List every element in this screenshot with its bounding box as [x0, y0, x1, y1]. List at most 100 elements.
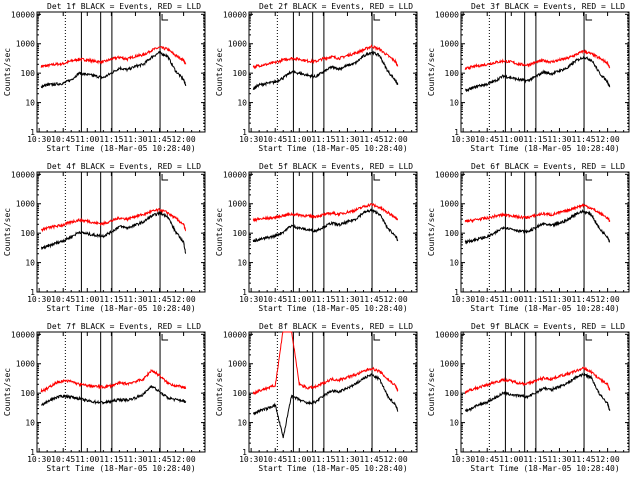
lld-series-line: [252, 331, 399, 396]
x-tick-label: 12:00: [172, 455, 196, 464]
x-tick-label: 10:45: [263, 295, 287, 304]
y-tick-label: 1: [454, 288, 459, 297]
x-tick-label: 11:45: [571, 295, 595, 304]
panel-title: Det 9f BLACK = Events, RED = LLD: [471, 322, 625, 331]
plot-frame: [460, 331, 630, 453]
panel-title: Det 4f BLACK = Events, RED = LLD: [47, 162, 201, 171]
x-tick-label: 10:30: [239, 295, 263, 304]
panel-title: Det 8f BLACK = Events, RED = LLD: [259, 322, 413, 331]
panel-title: Det 2f BLACK = Events, RED = LLD: [259, 2, 413, 11]
y-tick-label: 10: [237, 99, 247, 108]
y-tick-label: 100: [21, 229, 36, 238]
x-axis-label: Start Time (18-Mar-05 10:28:40): [46, 144, 195, 153]
y-tick-label: 10000: [435, 170, 459, 179]
y-tick-label: 1000: [16, 360, 35, 369]
x-tick-label: 11:15: [523, 455, 547, 464]
y-axis-label: Counts/sec: [427, 208, 436, 256]
lld-series-line: [252, 44, 399, 70]
y-tick-label: 10: [449, 259, 459, 268]
x-tick-label: 11:00: [75, 135, 99, 144]
x-tick-label: 11:30: [335, 295, 359, 304]
x-tick-label: 11:30: [335, 455, 359, 464]
y-tick-label: 1: [242, 288, 247, 297]
x-tick-label: 11:30: [123, 455, 147, 464]
x-tick-label: 11:15: [99, 455, 123, 464]
x-tick-label: 11:00: [499, 455, 523, 464]
x-tick-label: 12:00: [172, 135, 196, 144]
x-tick-label: 11:15: [523, 135, 547, 144]
events-series-line: [40, 210, 187, 254]
bracket-mark: [585, 334, 593, 341]
y-tick-label: 10000: [435, 10, 459, 19]
x-tick-label: 10:45: [51, 135, 75, 144]
plot-frame: [36, 171, 206, 293]
y-tick-label: 1: [454, 448, 459, 457]
y-tick-label: 1000: [440, 40, 459, 49]
x-tick-label: 10:30: [27, 295, 51, 304]
y-tick-label: 100: [445, 389, 460, 398]
x-tick-label: 11:15: [311, 295, 335, 304]
x-tick-label: 11:15: [523, 295, 547, 304]
events-series-line: [40, 50, 187, 89]
y-tick-label: 100: [445, 229, 460, 238]
x-tick-label: 11:30: [123, 295, 147, 304]
bracket-mark: [373, 174, 381, 181]
y-axis-label: Counts/sec: [427, 48, 436, 96]
y-tick-label: 10: [25, 99, 35, 108]
panel-title: Det 5f BLACK = Events, RED = LLD: [259, 162, 413, 171]
y-tick-label: 1000: [440, 360, 459, 369]
plot-frame: [248, 171, 418, 293]
y-tick-label: 100: [21, 69, 36, 78]
events-series-line: [41, 385, 187, 407]
panel-4f: Det 4f BLACK = Events, RED = LLD 1 10 100 10…: [3, 162, 206, 313]
x-tick-label: 10:30: [27, 135, 51, 144]
y-tick-label: 100: [21, 389, 36, 398]
y-tick-label: 1000: [16, 40, 35, 49]
plot-frame: [248, 11, 418, 133]
plot-frame: [460, 171, 630, 293]
x-tick-label: 11:15: [311, 455, 335, 464]
x-tick-label: 11:00: [499, 295, 523, 304]
y-tick-label: 1000: [228, 360, 247, 369]
y-tick-label: 1000: [228, 40, 247, 49]
panel-title: Det 7f BLACK = Events, RED = LLD: [47, 322, 201, 331]
y-tick-label: 10000: [223, 330, 247, 339]
x-tick-label: 10:30: [451, 295, 475, 304]
x-tick-label: 12:00: [172, 295, 196, 304]
y-axis-label: Counts/sec: [215, 368, 224, 416]
x-tick-label: 11:45: [359, 295, 383, 304]
x-tick-label: 11:00: [75, 455, 99, 464]
x-tick-label: 11:15: [99, 295, 123, 304]
x-axis-label: Start Time (18-Mar-05 10:28:40): [470, 144, 619, 153]
x-tick-label: 10:45: [475, 295, 499, 304]
y-tick-label: 1: [30, 288, 35, 297]
y-tick-label: 10: [449, 419, 459, 428]
panel-2f: Det 2f BLACK = Events, RED = LLD 1 10 100 10…: [215, 2, 418, 153]
x-tick-label: 10:45: [51, 295, 75, 304]
x-tick-label: 10:45: [263, 135, 287, 144]
x-tick-label: 10:30: [27, 455, 51, 464]
x-tick-label: 10:45: [51, 455, 75, 464]
events-series-line: [252, 50, 399, 91]
x-tick-label: 12:00: [384, 455, 408, 464]
y-axis-label: Counts/sec: [3, 208, 12, 256]
y-axis-label: Counts/sec: [3, 368, 12, 416]
y-tick-label: 10000: [11, 10, 35, 19]
x-tick-label: 12:00: [384, 135, 408, 144]
x-tick-label: 11:00: [287, 135, 311, 144]
bracket-mark: [161, 14, 169, 21]
bracket-mark: [585, 174, 593, 181]
events-series-line: [252, 208, 399, 243]
x-tick-label: 11:30: [335, 135, 359, 144]
y-tick-label: 10: [237, 419, 247, 428]
x-tick-label: 10:45: [475, 135, 499, 144]
x-tick-label: 12:00: [596, 135, 620, 144]
y-tick-label: 1000: [16, 200, 35, 209]
panel-title: Det 6f BLACK = Events, RED = LLD: [471, 162, 625, 171]
bracket-mark: [161, 174, 169, 181]
lld-series-line: [464, 203, 611, 224]
x-tick-label: 10:30: [451, 455, 475, 464]
y-tick-label: 100: [445, 69, 460, 78]
x-tick-label: 11:00: [499, 135, 523, 144]
y-tick-label: 100: [233, 389, 248, 398]
